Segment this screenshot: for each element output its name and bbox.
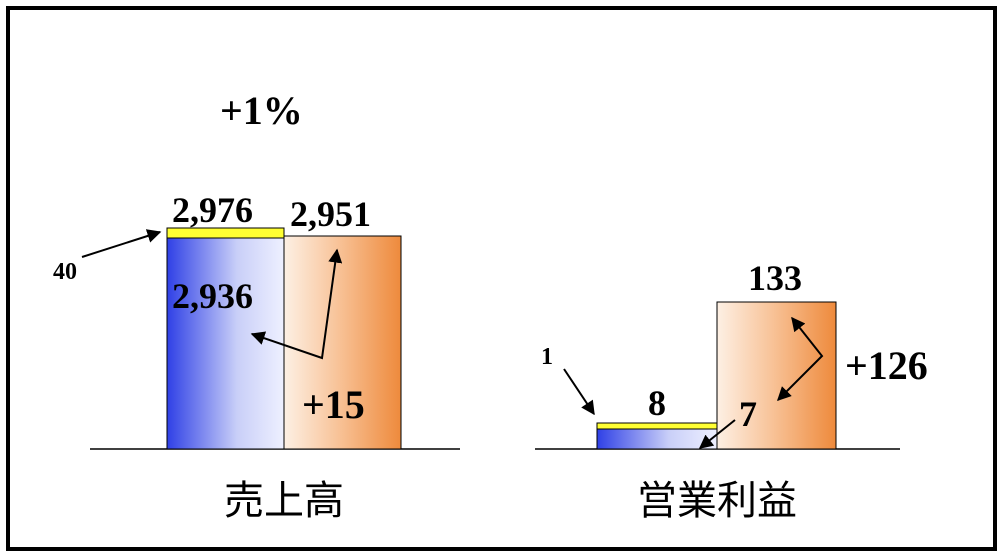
arrow-sales-change xyxy=(250,248,343,360)
label-profit-curr: 133 xyxy=(748,258,802,298)
category-sales: 売上高 xyxy=(224,478,344,524)
label-sales-adjust: 40 xyxy=(53,259,77,285)
bar-sales-adjust xyxy=(166,227,285,239)
label-sales-change: +15 xyxy=(302,382,365,427)
label-profit-adjust: 1 xyxy=(541,344,553,370)
arrow-profit-change xyxy=(777,316,824,401)
bar-profit-prev xyxy=(596,428,718,450)
bar-sales-prev xyxy=(166,237,285,450)
label-sales-prev: 2,936 xyxy=(172,276,253,316)
bar-profit-adjust xyxy=(596,422,718,430)
arrow-sales-adjust xyxy=(81,229,162,258)
label-profit-change: +126 xyxy=(845,343,928,388)
bar-profit-curr xyxy=(716,301,837,450)
label-profit-total: 8 xyxy=(648,383,666,423)
arrow-profit-prev xyxy=(698,419,736,449)
label-sales-total: 2,976 xyxy=(172,190,253,230)
label-profit-prev: 7 xyxy=(739,394,757,434)
label-sales-curr: 2,951 xyxy=(290,194,371,234)
category-profit: 営業利益 xyxy=(637,478,797,524)
label-sales-pct: +1% xyxy=(220,88,303,133)
arrow-profit-adjust xyxy=(563,368,595,416)
